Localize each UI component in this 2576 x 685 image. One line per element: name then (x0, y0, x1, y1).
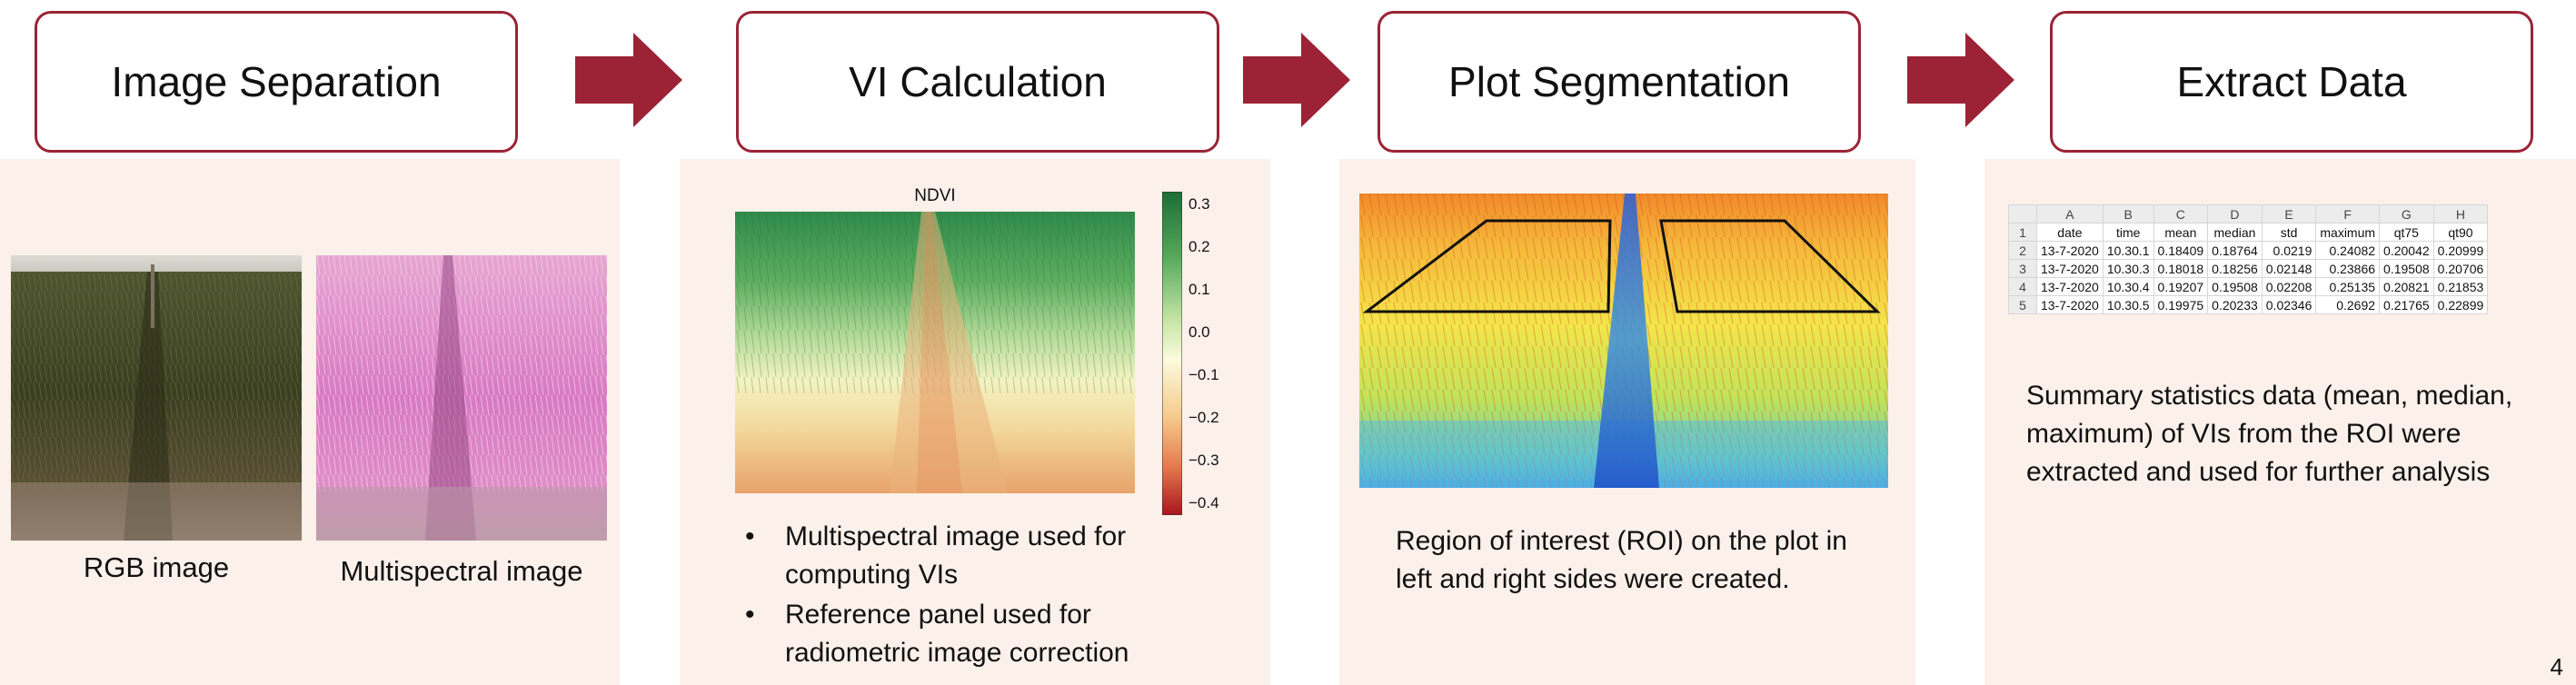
table-cell: 0.21765 (2379, 295, 2434, 314)
table-cell: 2 (2008, 241, 2037, 260)
table-cell (2008, 204, 2037, 223)
table-cell: 0.02148 (2261, 259, 2317, 278)
table-cell: 0.18409 (2153, 241, 2209, 260)
table-cell: 0.0219 (2261, 241, 2317, 260)
table-row: 2 13-7-2020 10.30.1 0.18409 0.18764 0.02… (2008, 241, 2489, 260)
colorbar-tick-label: 0.3 (1189, 195, 1210, 213)
colorbar-tick-label: −0.3 (1189, 452, 1219, 469)
segmentation-heatmap (1359, 194, 1888, 488)
table-cell: 13-7-2020 (2036, 241, 2104, 260)
colorbar-tick-label: 0.2 (1189, 238, 1210, 255)
table-cell: 0.18018 (2153, 259, 2209, 278)
table-cell: G (2379, 204, 2434, 223)
colorbar-tick-label: 0.1 (1189, 281, 1210, 298)
list-item: Multispectral image used for computing V… (736, 518, 1227, 594)
table-cell: 10.30.4 (2102, 277, 2154, 296)
table-cell: 0.02208 (2261, 277, 2317, 296)
arrow-right-icon (575, 33, 682, 127)
panel-vi-calculation: NDVI (680, 159, 1270, 685)
multispectral-field-photo (316, 255, 607, 541)
ndvi-colorbar (1162, 192, 1182, 515)
table-cell: F (2315, 204, 2381, 223)
table-cell: 0.23866 (2315, 259, 2381, 278)
list-item: Reference panel used for radiometric ima… (736, 596, 1227, 672)
step-image-separation: Image Separation (35, 11, 518, 153)
table-cell: mean (2153, 223, 2209, 242)
page-number: 4 (2550, 653, 2563, 680)
table-cell: 0.25135 (2315, 277, 2381, 296)
table-cell: 13-7-2020 (2036, 259, 2104, 278)
table-cell: qt75 (2379, 223, 2434, 242)
table-cell: 0.21853 (2432, 277, 2489, 296)
table-cell: qt90 (2432, 223, 2489, 242)
colorbar-tick-label: −0.4 (1189, 494, 1219, 511)
ndvi-chart-title: NDVI (914, 186, 956, 205)
data-spreadsheet: A B C D E F G H 1 date time mean median … (2008, 204, 2489, 314)
table-cell: 10.30.1 (2102, 241, 2154, 260)
arrow-right-icon (1243, 33, 1350, 127)
table-cell: 0.20233 (2207, 295, 2263, 314)
table-cell: H (2432, 204, 2489, 223)
roi-description: Region of interest (ROI) on the plot in … (1396, 526, 1847, 594)
table-cell: A (2036, 204, 2104, 223)
table-cell: B (2102, 204, 2154, 223)
table-cell: 1 (2008, 223, 2037, 242)
table-cell: 0.18764 (2207, 241, 2263, 260)
table-cell: 13-7-2020 (2036, 295, 2104, 314)
table-cell: std (2261, 223, 2317, 242)
colorbar-tick-label: −0.1 (1189, 366, 1219, 383)
table-row: 3 13-7-2020 10.30.3 0.18018 0.18256 0.02… (2008, 259, 2489, 278)
step-extract-data: Extract Data (2050, 11, 2533, 153)
vi-bullet-list: Multispectral image used for computing V… (736, 518, 1227, 674)
rgb-image-caption: RGB image (83, 551, 230, 583)
table-cell: 0.22899 (2432, 295, 2489, 314)
table-cell: 0.18256 (2207, 259, 2263, 278)
multispectral-image-caption: Multispectral image (340, 555, 583, 587)
table-cell: 0.20042 (2379, 241, 2434, 260)
table-cell: 0.24082 (2315, 241, 2381, 260)
table-cell: date (2036, 223, 2104, 242)
table-cell: 0.19508 (2207, 277, 2263, 296)
table-cell: 0.02346 (2261, 295, 2317, 314)
table-cell: E (2261, 204, 2317, 223)
table-cell: D (2207, 204, 2263, 223)
panel-image-separation: RGB image Multispectral image (0, 159, 620, 685)
colorbar-tick-label: −0.2 (1189, 409, 1219, 426)
table-cell: 0.19508 (2379, 259, 2434, 278)
table-row: 5 13-7-2020 10.30.5 0.19975 0.20233 0.02… (2008, 295, 2489, 314)
table-cell: 0.19975 (2153, 295, 2209, 314)
table-cell: 0.2692 (2315, 295, 2381, 314)
panel-plot-segmentation: Region of interest (ROI) on the plot in … (1339, 159, 1915, 685)
panel-extract-data: A B C D E F G H 1 date time mean median … (1984, 159, 2576, 685)
arrow-right-icon (1907, 33, 2014, 127)
table-cell: 10.30.5 (2102, 295, 2154, 314)
table-cell: 3 (2008, 259, 2037, 278)
table-cell: 0.20821 (2379, 277, 2434, 296)
step-vi-calculation: VI Calculation (736, 11, 1219, 153)
table-row: 4 13-7-2020 10.30.4 0.19207 0.19508 0.02… (2008, 277, 2489, 296)
table-cell: 10.30.3 (2102, 259, 2154, 278)
table-cell: 0.20706 (2432, 259, 2489, 278)
table-cell: 0.20999 (2432, 241, 2489, 260)
step-plot-segmentation: Plot Segmentation (1378, 11, 1861, 153)
rgb-field-photo (11, 255, 302, 541)
table-cell: 4 (2008, 277, 2037, 296)
table-cell: median (2207, 223, 2263, 242)
table-cell: maximum (2315, 223, 2381, 242)
table-cell: 13-7-2020 (2036, 277, 2104, 296)
table-row: 1 date time mean median std maximum qt75… (2008, 223, 2489, 242)
colorbar-tick-label: 0.0 (1189, 323, 1210, 341)
ndvi-map (735, 212, 1135, 493)
table-cell: C (2153, 204, 2209, 223)
table-cell: 0.19207 (2153, 277, 2209, 296)
summary-description: Summary statistics data (mean, median, m… (2026, 381, 2513, 487)
table-cell: 5 (2008, 295, 2037, 314)
table-cell: time (2102, 223, 2154, 242)
table-row: A B C D E F G H (2008, 204, 2489, 223)
